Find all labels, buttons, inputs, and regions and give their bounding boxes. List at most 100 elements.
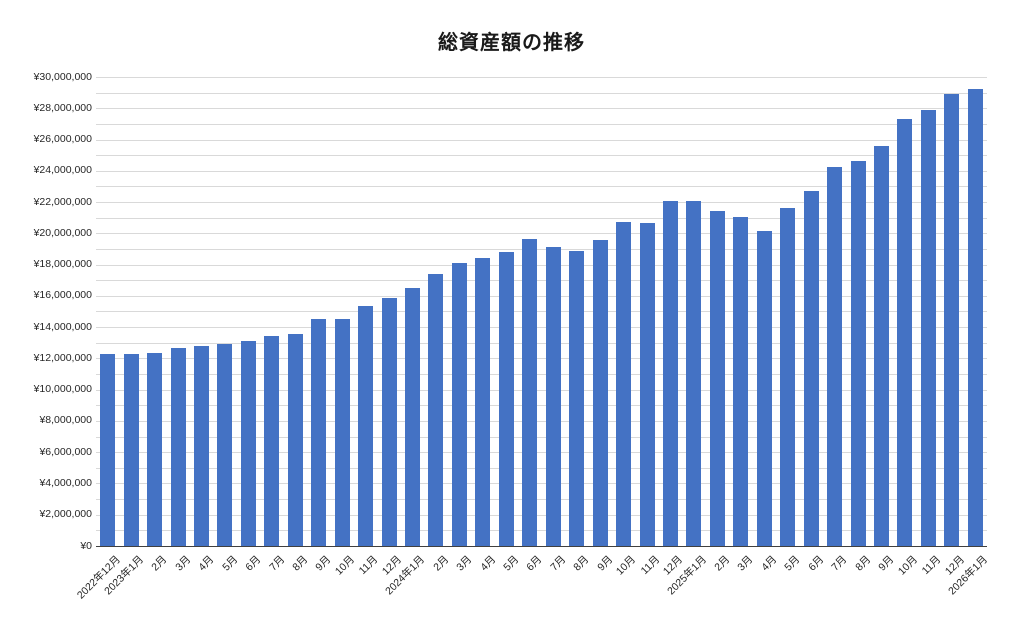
plot-area: [96, 77, 987, 547]
x-tick-label: 3月: [172, 553, 193, 574]
bar: [194, 346, 209, 546]
bar: [381, 298, 397, 546]
y-tick-label: ¥10,000,000: [33, 383, 92, 396]
y-tick-label: ¥6,000,000: [39, 445, 92, 458]
bar: [100, 353, 116, 546]
gridline: [96, 374, 987, 375]
x-tick-label: 8月: [852, 553, 873, 574]
y-tick-label: ¥20,000,000: [33, 226, 92, 239]
x-tick-label: 9月: [594, 553, 616, 574]
x-tick-label: 11月: [919, 553, 944, 578]
x-tick-label: 9月: [876, 553, 897, 574]
gridline: [96, 405, 987, 406]
bar: [311, 318, 327, 546]
gridline: [96, 296, 987, 297]
bar: [217, 344, 233, 546]
bar: [733, 216, 749, 546]
bar: [967, 88, 983, 546]
bar: [592, 240, 608, 546]
x-tick-label: 4月: [759, 553, 780, 574]
bar: [123, 353, 139, 546]
gridline: [96, 468, 987, 469]
y-tick-label: ¥28,000,000: [33, 101, 92, 114]
y-tick-label: ¥2,000,000: [39, 508, 92, 521]
bar: [334, 318, 350, 546]
bar: [780, 207, 796, 546]
bar: [147, 353, 163, 546]
x-tick-label: 6月: [243, 553, 264, 574]
bar: [170, 348, 186, 546]
y-tick-label: ¥26,000,000: [33, 133, 92, 146]
gridline: [96, 140, 987, 141]
x-tick-label: 5月: [501, 553, 522, 574]
x-tick-label: 10月: [614, 553, 639, 578]
gridline: [96, 515, 987, 516]
bar: [827, 166, 843, 546]
x-tick-label: 6月: [805, 553, 827, 574]
x-tick-label: 3月: [454, 553, 475, 574]
x-tick-label: 7月: [266, 553, 287, 574]
y-tick-label: ¥30,000,000: [33, 70, 92, 83]
bar: [639, 223, 655, 546]
bar: [944, 94, 960, 546]
bar: [709, 211, 725, 546]
gridline: [96, 311, 987, 312]
gridline: [96, 530, 987, 531]
gridline: [96, 390, 987, 391]
bar: [287, 334, 303, 546]
bar: [428, 273, 444, 546]
x-tick-label: 4月: [196, 553, 217, 574]
x-tick-label: 9月: [313, 553, 334, 574]
x-tick-label: 5月: [219, 553, 240, 574]
gridline: [96, 452, 987, 453]
bar: [569, 250, 585, 546]
bar: [475, 258, 491, 546]
gridline: [96, 265, 987, 266]
gridline: [96, 218, 987, 219]
x-tick-label: 2月: [149, 553, 170, 574]
y-tick-label: ¥18,000,000: [33, 258, 92, 271]
gridline: [96, 249, 987, 250]
x-tick-label: 2月: [712, 553, 733, 574]
x-tick-label: 7月: [548, 553, 569, 574]
y-tick-label: ¥12,000,000: [33, 351, 92, 364]
x-tick-label: 5月: [782, 553, 803, 574]
x-tick-label: 8月: [571, 553, 592, 574]
y-tick-label: ¥22,000,000: [33, 195, 92, 208]
bar: [616, 221, 632, 546]
chart-title: 総資産額の推移: [438, 32, 585, 54]
gridline: [96, 358, 987, 359]
gridline: [96, 343, 987, 344]
y-tick-label: ¥24,000,000: [33, 164, 92, 177]
gridline: [96, 327, 987, 328]
bar: [498, 252, 514, 546]
bar: [920, 109, 936, 546]
bar: [662, 201, 678, 546]
gridline: [96, 233, 987, 234]
bar: [522, 238, 538, 546]
x-tick-label: 11月: [638, 553, 662, 578]
gridline: [96, 93, 987, 94]
x-tick-label: 3月: [735, 553, 756, 574]
x-tick-label: 8月: [290, 553, 311, 574]
x-tick-label: 6月: [524, 553, 545, 574]
y-axis-labels: ¥0 ¥2,000,000 ¥4,000,000 ¥6,000,000 ¥8,000,0…: [0, 71, 92, 552]
bar: [756, 231, 772, 546]
bar: [240, 340, 256, 546]
bar: [545, 247, 561, 546]
gridline: [96, 202, 987, 203]
gridline: [96, 77, 987, 78]
gridline: [96, 171, 987, 172]
bar: [850, 160, 866, 546]
bar: [451, 263, 467, 546]
bar: [405, 288, 421, 546]
gridline: [96, 499, 987, 500]
x-tick-label: 4月: [477, 553, 498, 574]
x-tick-label: 2月: [430, 553, 451, 574]
x-tick-label: 7月: [829, 553, 850, 574]
gridline: [96, 280, 987, 281]
x-tick-label: 10月: [332, 553, 358, 578]
gridline: [96, 186, 987, 187]
bar: [897, 119, 913, 546]
